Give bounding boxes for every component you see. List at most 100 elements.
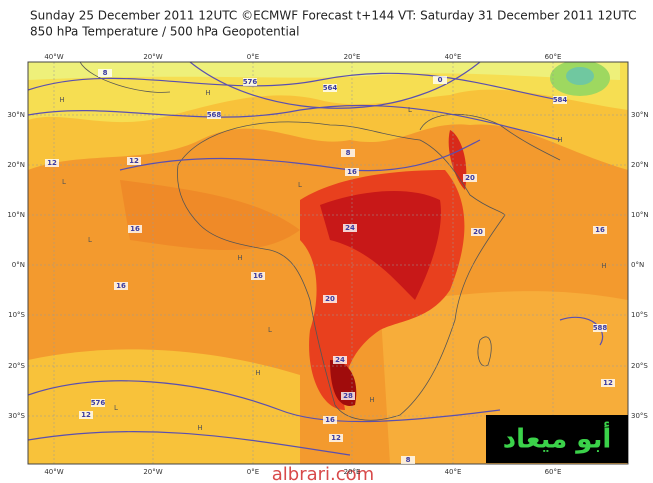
lon-label-bottom: 0°E — [247, 468, 259, 476]
lon-label-bottom: 40°E — [445, 468, 462, 476]
contour-label-bg — [593, 226, 607, 234]
contour-label: 12 — [331, 434, 341, 442]
pressure-mark: L — [268, 326, 272, 334]
contour-label-bg — [601, 379, 615, 387]
contour-label-bg — [45, 159, 59, 167]
contour-label-bg — [593, 324, 607, 332]
contour-label-bg — [243, 78, 257, 86]
contour-label-bg — [323, 84, 337, 92]
lat-label-right: 30°S — [631, 412, 648, 420]
contour-label: 588 — [593, 324, 608, 332]
pressure-mark: L — [88, 236, 92, 244]
contour-label: 20 — [473, 228, 483, 236]
contour-label: 0 — [438, 76, 443, 84]
watermark: albrari.com — [272, 464, 374, 483]
contour-label: 24 — [335, 356, 345, 364]
contours — [28, 62, 604, 456]
pressure-mark: H — [59, 96, 64, 104]
lat-label-right: 20°S — [631, 362, 648, 370]
contour-label: 20 — [465, 174, 475, 182]
contour-label: 24 — [345, 224, 355, 232]
pressure-mark: L — [298, 181, 302, 189]
pressure-mark: H — [205, 89, 210, 97]
contour-label: 12 — [129, 157, 139, 165]
title: Sunday 25 December 2011 12UTC ©ECMWF For… — [30, 9, 637, 23]
contour-label-bg — [128, 225, 142, 233]
lat-label-left: 20°S — [8, 362, 25, 370]
lon-label-top: 40°E — [445, 53, 462, 61]
contour-label-bg — [323, 295, 337, 303]
contour-label: 564 — [323, 84, 338, 92]
contour-label-bg — [433, 76, 447, 84]
pressure-mark: H — [197, 424, 202, 432]
contour-label: 16 — [253, 272, 263, 280]
lat-label-left: 10°N — [7, 211, 25, 219]
lat-label-right: 0°N — [631, 261, 644, 269]
contour-label-bg — [207, 111, 221, 119]
contour-label: 16 — [116, 282, 126, 290]
contour-label-bg — [345, 168, 359, 176]
contour-label: 28 — [343, 392, 353, 400]
contour-label: 16 — [130, 225, 140, 233]
contour-label-bg — [343, 224, 357, 232]
lon-label-bottom: 40°W — [44, 468, 63, 476]
contour-label-bg — [553, 96, 567, 104]
pressure-mark: L — [408, 106, 412, 114]
lat-label-left: 30°N — [7, 111, 25, 119]
map-frame — [27, 61, 629, 465]
contour-label-bg — [91, 399, 105, 407]
contour-label: 584 — [553, 96, 568, 104]
pressure-mark: L — [114, 404, 118, 412]
contour-label: 8 — [346, 149, 351, 157]
pressure-mark: H — [255, 369, 260, 377]
lon-label-bottom: 20°E — [344, 468, 361, 476]
contour-label: 12 — [603, 379, 613, 387]
lat-label-right: 10°S — [631, 311, 648, 319]
contour-label-bg — [341, 149, 355, 157]
lon-label-top: 20°E — [344, 53, 361, 61]
contour-label-bg — [79, 411, 93, 419]
lon-label-bottom: 60°E — [545, 468, 562, 476]
contour-label: 568 — [207, 111, 222, 119]
contour-label: 20 — [325, 295, 335, 303]
contour-label: 576 — [91, 399, 106, 407]
lon-label-top: 60°E — [545, 53, 562, 61]
contour-label-bg — [127, 157, 141, 165]
contour-label: 16 — [325, 416, 335, 424]
contour-label-bg — [251, 272, 265, 280]
contour-label-bg — [323, 416, 337, 424]
contour-label-bg — [401, 456, 415, 464]
contour-label-bg — [114, 282, 128, 290]
logo-box — [486, 415, 628, 463]
contour-label-bg — [341, 392, 355, 400]
lat-label-right: 10°N — [631, 211, 649, 219]
lat-label-left: 10°S — [8, 311, 25, 319]
logo: أبو ميعاد — [503, 422, 612, 455]
lat-label-left: 0°N — [12, 261, 25, 269]
pressure-mark: H — [369, 396, 374, 404]
contour-label: 8 — [103, 69, 108, 77]
lon-label-top: 0°E — [247, 53, 259, 61]
contour-label: 576 — [243, 78, 258, 86]
pressure-mark: H — [557, 136, 562, 144]
lon-label-top: 40°W — [44, 53, 63, 61]
subtitle: 850 hPa Temperature / 500 hPa Geopotenti… — [30, 25, 299, 39]
lon-label-bottom: 20°W — [143, 468, 162, 476]
lat-label-left: 30°S — [8, 412, 25, 420]
pressure-mark: L — [62, 178, 66, 186]
contour-label: 16 — [595, 226, 605, 234]
map-field — [28, 62, 628, 464]
contour-label-bg — [463, 174, 477, 182]
contour-label: 16 — [347, 168, 357, 176]
lon-label-top: 20°W — [143, 53, 162, 61]
pressure-mark: H — [601, 262, 606, 270]
contour-label: 12 — [81, 411, 91, 419]
lat-label-right: 20°N — [631, 161, 649, 169]
contour-label: 8 — [406, 456, 411, 464]
contour-label-bg — [471, 228, 485, 236]
contour-label-bg — [98, 69, 112, 77]
lat-label-right: 30°N — [631, 111, 649, 119]
contour-label: 12 — [47, 159, 57, 167]
